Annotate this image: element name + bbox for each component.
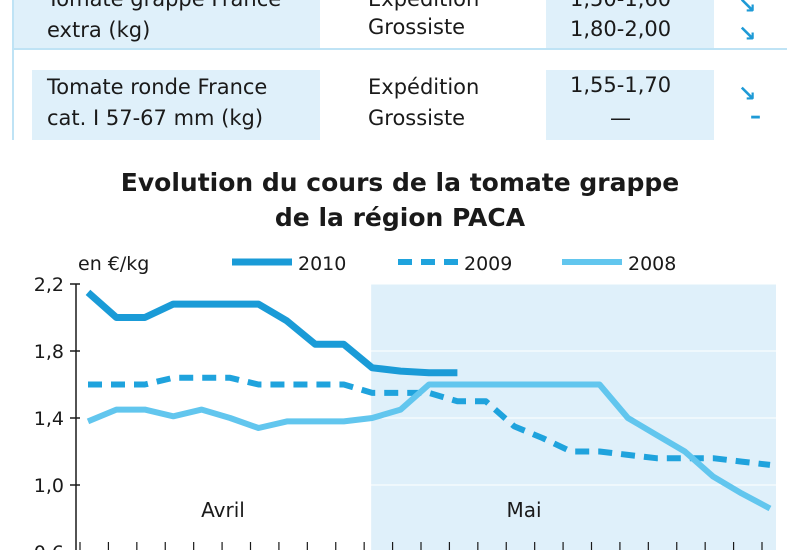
table-band-product-2: [32, 70, 320, 140]
y-gridlines: [76, 283, 776, 486]
period-label-mai: Mai: [506, 498, 541, 522]
series-line-2010: [85, 289, 458, 377]
y-tick-label: 1,0: [34, 475, 64, 497]
row2-stage-line1: Expédition: [368, 75, 480, 99]
row1-product-line2: extra (kg): [47, 18, 151, 42]
series-lines: [85, 289, 772, 512]
table-band-product-1: [12, 0, 320, 50]
y-tick-label: 2,2: [34, 274, 64, 296]
y-tick-label: 0,6: [34, 542, 64, 550]
row2-price-line2: —: [610, 106, 631, 130]
y-axis-ticks: 2,2 1,8 1,4 1,0 0,6: [34, 274, 80, 550]
row2-stage-line2: Grossiste: [368, 106, 466, 130]
table-left-rule: [12, 0, 14, 140]
series-line-2009: [88, 374, 771, 468]
period-label-avril: Avril: [201, 498, 245, 522]
row1-product-line1: Tomate grappe France: [47, 0, 281, 15]
row1-trend-down-icon: ↘: [738, 0, 757, 19]
row1-price-line1: 1,50-1,60: [570, 0, 671, 15]
y-tick-label: 1,4: [34, 408, 64, 430]
series-line-2008: [86, 381, 772, 512]
row2-product-line2: cat. I 57-67 mm (kg): [47, 106, 264, 130]
table-row-divider: [12, 48, 787, 50]
row2-price-line1: 1,55-1,70: [570, 73, 672, 97]
row2-trend-flat-icon: –: [750, 104, 761, 129]
row1-price-line2: 1,80-2,00: [570, 17, 672, 41]
chart-title-line1: Evolution du cours de la tomate grappe: [120, 168, 680, 197]
price-table: Tomate grappe France extra (kg) Expéditi…: [0, 0, 800, 140]
legend-label-2008: 2008: [628, 253, 676, 275]
table-band-price-2: [546, 70, 714, 140]
chart-title-line2: de la région PACA: [274, 203, 526, 232]
row1-stage-line2: Grossiste: [368, 15, 466, 39]
row1-stage-line1: Expédition: [368, 0, 479, 15]
period-labels: Avril Mai: [201, 498, 541, 522]
x-axis-ticks: [79, 542, 763, 550]
row2-trend-down-icon: ↘: [738, 82, 757, 107]
legend-label-2010: 2010: [298, 253, 346, 275]
y-tick-label: 1,8: [34, 341, 64, 363]
legend: 2010 2009 2008: [232, 253, 676, 275]
row2-product-line1: Tomate ronde France: [47, 75, 268, 99]
table-band-price-1: [546, 0, 714, 50]
y-axis-unit-label: en €/kg: [78, 253, 149, 275]
legend-label-2009: 2009: [464, 253, 512, 275]
row1-trend-down-icon-2: ↘: [738, 22, 757, 47]
mai-period-background: [371, 284, 776, 550]
